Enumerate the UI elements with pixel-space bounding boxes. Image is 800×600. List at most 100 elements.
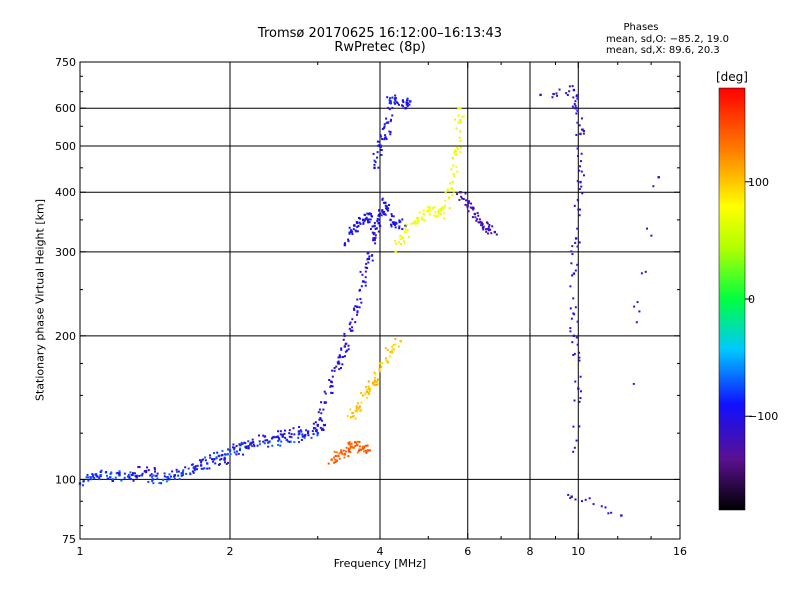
data-point bbox=[459, 139, 462, 142]
data-point bbox=[360, 285, 363, 288]
data-point bbox=[202, 467, 205, 470]
data-point bbox=[349, 443, 352, 446]
data-point bbox=[390, 213, 393, 216]
data-point bbox=[340, 348, 343, 351]
data-point bbox=[361, 445, 364, 448]
data-point bbox=[578, 165, 581, 168]
data-point bbox=[129, 478, 132, 481]
data-point bbox=[264, 439, 267, 442]
data-point bbox=[578, 241, 581, 244]
data-point bbox=[259, 443, 262, 446]
data-point bbox=[354, 444, 357, 447]
data-point bbox=[477, 214, 480, 217]
data-point bbox=[312, 433, 315, 436]
data-point bbox=[216, 451, 219, 454]
data-point bbox=[380, 214, 383, 217]
data-point bbox=[582, 132, 585, 135]
data-point bbox=[373, 166, 376, 170]
data-point bbox=[576, 147, 579, 150]
data-point bbox=[355, 406, 358, 409]
data-point bbox=[151, 480, 154, 483]
data-point bbox=[318, 418, 321, 421]
data-point bbox=[364, 270, 367, 273]
data-point bbox=[173, 475, 176, 478]
data-point bbox=[360, 448, 363, 451]
data-point bbox=[374, 161, 377, 164]
data-point bbox=[404, 228, 407, 231]
data-point bbox=[396, 102, 399, 105]
data-point bbox=[401, 99, 404, 102]
data-point bbox=[607, 512, 610, 515]
data-point bbox=[576, 245, 579, 248]
data-point bbox=[338, 457, 341, 460]
data-point bbox=[573, 204, 576, 207]
data-point bbox=[137, 465, 140, 468]
data-point bbox=[575, 94, 578, 97]
data-point bbox=[371, 259, 374, 262]
data-point bbox=[138, 474, 141, 477]
data-point bbox=[263, 435, 267, 438]
data-point bbox=[213, 452, 216, 455]
axes: 1 2 4 6 8 10 16 75 100 200 300 400 500 600 750 bbox=[55, 56, 687, 558]
data-point bbox=[462, 115, 465, 118]
data-point bbox=[198, 459, 201, 462]
data-point bbox=[377, 166, 380, 169]
data-point bbox=[389, 350, 392, 354]
data-point bbox=[173, 474, 177, 477]
data-point bbox=[350, 229, 353, 232]
chart-subtitle: RwPretec (8p) bbox=[334, 40, 426, 55]
data-point bbox=[182, 469, 185, 472]
data-point bbox=[293, 433, 296, 436]
data-point bbox=[360, 301, 363, 304]
data-point bbox=[377, 222, 380, 225]
data-point bbox=[128, 476, 131, 479]
data-point bbox=[337, 454, 340, 458]
data-point bbox=[358, 406, 361, 409]
data-point bbox=[348, 327, 351, 330]
data-point bbox=[379, 365, 382, 368]
data-point bbox=[348, 447, 351, 450]
data-point bbox=[574, 498, 577, 501]
data-point bbox=[388, 108, 391, 111]
data-point bbox=[322, 428, 325, 431]
data-point bbox=[358, 306, 361, 309]
data-point bbox=[361, 394, 365, 397]
data-point bbox=[277, 443, 280, 446]
data-point bbox=[163, 475, 166, 478]
data-point bbox=[400, 104, 403, 107]
data-point bbox=[357, 216, 360, 219]
data-point bbox=[455, 153, 458, 156]
data-point bbox=[574, 100, 577, 103]
data-point bbox=[392, 343, 395, 346]
data-point bbox=[352, 224, 355, 227]
data-point bbox=[86, 473, 89, 476]
data-point bbox=[217, 454, 221, 458]
data-point bbox=[389, 102, 392, 105]
data-point bbox=[167, 478, 170, 481]
data-point bbox=[402, 105, 405, 108]
data-points bbox=[78, 85, 660, 517]
data-point bbox=[610, 511, 613, 514]
data-point bbox=[319, 426, 322, 429]
data-point bbox=[181, 471, 184, 474]
data-point bbox=[349, 321, 352, 324]
data-point bbox=[425, 209, 428, 212]
data-point bbox=[311, 430, 314, 433]
data-point bbox=[366, 258, 369, 261]
data-point bbox=[177, 474, 180, 477]
data-point bbox=[391, 348, 394, 351]
data-point bbox=[365, 262, 368, 265]
data-point bbox=[316, 423, 319, 427]
data-point bbox=[153, 466, 156, 469]
data-point bbox=[446, 189, 449, 192]
data-point bbox=[114, 476, 117, 479]
data-point bbox=[385, 208, 388, 211]
data-point bbox=[199, 464, 203, 467]
data-point bbox=[153, 468, 156, 471]
data-point bbox=[457, 107, 460, 110]
y-tick-label: 400 bbox=[55, 186, 76, 199]
data-point bbox=[633, 305, 636, 308]
data-point bbox=[354, 305, 357, 308]
data-point bbox=[319, 418, 322, 421]
data-point bbox=[310, 436, 313, 439]
